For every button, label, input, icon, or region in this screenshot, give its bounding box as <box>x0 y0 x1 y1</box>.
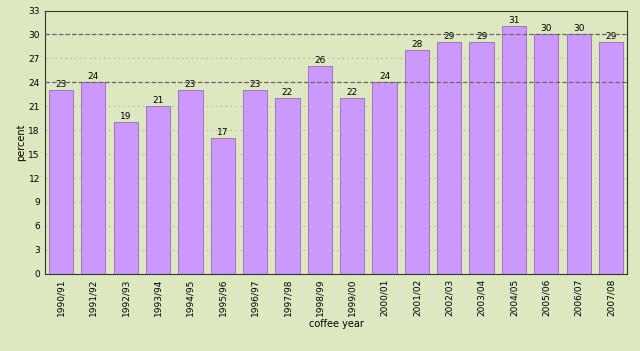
Bar <box>340 98 364 274</box>
Bar <box>599 42 623 274</box>
Bar <box>275 98 300 274</box>
Text: 23: 23 <box>250 80 260 89</box>
Text: 29: 29 <box>444 32 455 41</box>
Text: 28: 28 <box>412 40 422 49</box>
Bar <box>404 51 429 274</box>
Text: 19: 19 <box>120 112 131 121</box>
Bar <box>49 90 73 274</box>
Bar <box>566 34 591 274</box>
Bar <box>211 138 235 274</box>
Y-axis label: percent: percent <box>15 124 26 161</box>
X-axis label: coffee year: coffee year <box>308 319 364 329</box>
Text: 26: 26 <box>314 56 326 65</box>
Text: 24: 24 <box>379 72 390 81</box>
Text: 22: 22 <box>346 88 358 97</box>
Text: 31: 31 <box>508 16 520 25</box>
Bar <box>81 82 106 274</box>
Bar <box>470 42 493 274</box>
Bar <box>146 106 170 274</box>
Bar <box>372 82 397 274</box>
Text: 30: 30 <box>573 24 584 33</box>
Text: 30: 30 <box>541 24 552 33</box>
Bar <box>113 122 138 274</box>
Bar <box>243 90 268 274</box>
Text: 17: 17 <box>217 127 228 137</box>
Text: 23: 23 <box>185 80 196 89</box>
Text: 23: 23 <box>55 80 67 89</box>
Text: 21: 21 <box>152 96 164 105</box>
Bar <box>308 66 332 274</box>
Text: 29: 29 <box>476 32 487 41</box>
Text: 29: 29 <box>605 32 617 41</box>
Bar <box>437 42 461 274</box>
Bar <box>179 90 202 274</box>
Text: 22: 22 <box>282 88 293 97</box>
Bar <box>534 34 559 274</box>
Text: 24: 24 <box>88 72 99 81</box>
Bar <box>502 26 526 274</box>
